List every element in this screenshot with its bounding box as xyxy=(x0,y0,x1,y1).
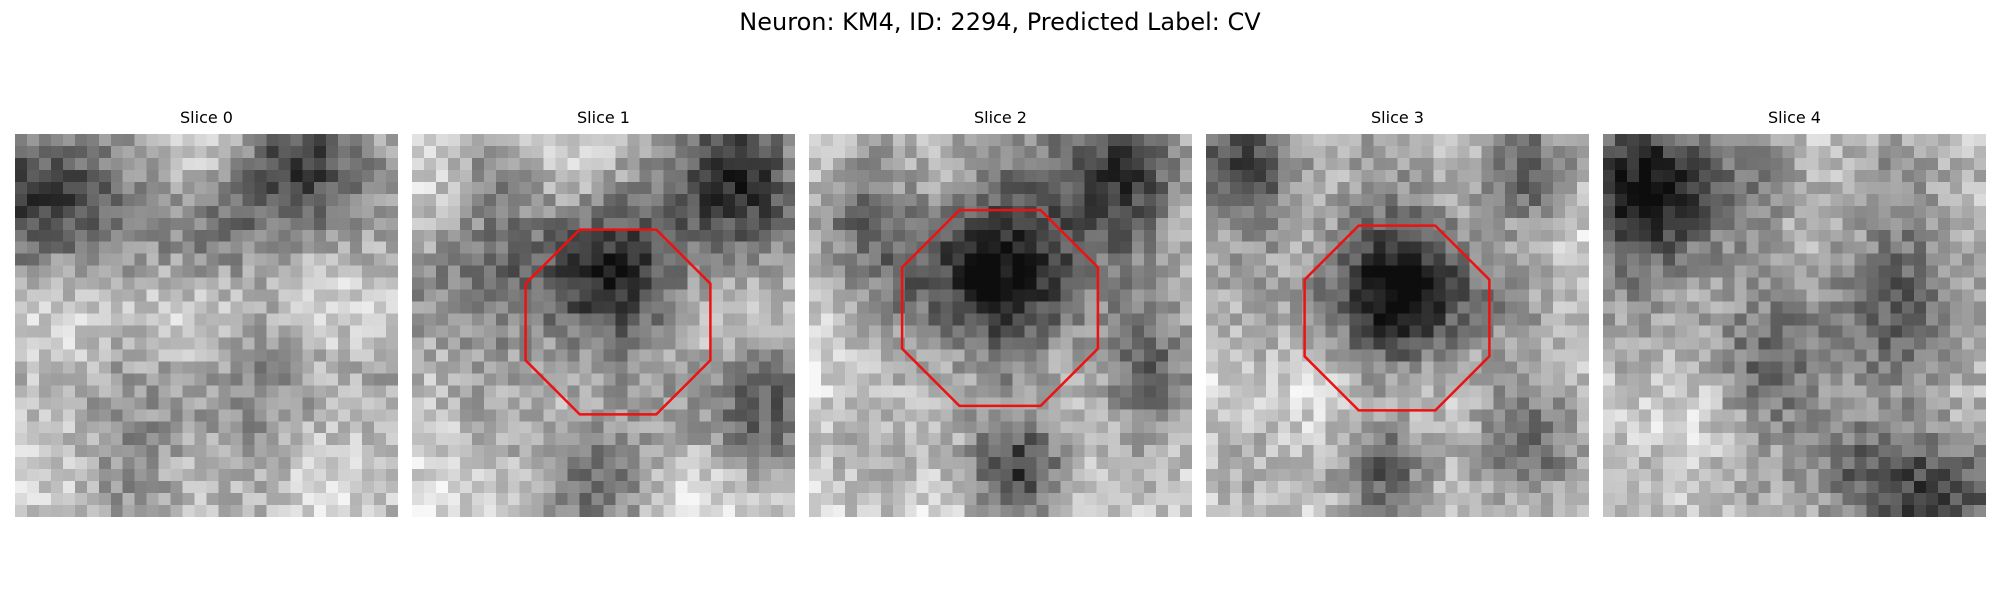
roi-outline-3 xyxy=(1303,224,1491,412)
roi-outline-1 xyxy=(524,228,712,416)
roi-outline-2 xyxy=(900,208,1100,408)
slice-image-3 xyxy=(1206,134,1589,517)
slice-image-4 xyxy=(1603,134,1986,517)
slice-title-4: Slice 4 xyxy=(1768,108,1821,127)
slice-panel-1: Slice 1 xyxy=(412,108,795,517)
slice-title-2: Slice 2 xyxy=(974,108,1027,127)
figure-title: Neuron: KM4, ID: 2294, Predicted Label: … xyxy=(739,8,1261,36)
slice-panel-0: Slice 0 xyxy=(15,108,398,517)
slice-image-1 xyxy=(412,134,795,517)
slice-image-0 xyxy=(15,134,398,517)
slice-panel-4: Slice 4 xyxy=(1603,108,1986,517)
slice-panel-3: Slice 3 xyxy=(1206,108,1589,517)
slice-image-2 xyxy=(809,134,1192,517)
slice-title-3: Slice 3 xyxy=(1371,108,1424,127)
slice-title-1: Slice 1 xyxy=(577,108,630,127)
slice-title-0: Slice 0 xyxy=(180,108,233,127)
slice-panel-2: Slice 2 xyxy=(809,108,1192,517)
